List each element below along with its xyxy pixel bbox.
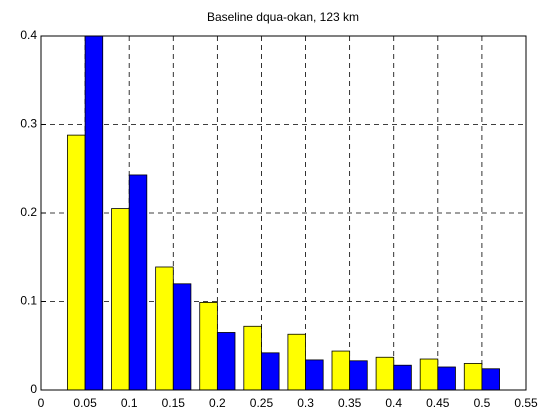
y-tick-label: 0 (30, 382, 37, 396)
bar (216, 332, 236, 391)
bar (84, 35, 104, 391)
x-tick-label: 0.3 (297, 396, 314, 410)
bar (155, 266, 174, 391)
x-tick-label: 0 (38, 396, 45, 410)
bar (287, 333, 306, 391)
x-tick-label: 0.1 (121, 396, 138, 410)
bar (419, 358, 439, 391)
x-tick-label: 0.15 (162, 396, 186, 410)
x-tick-label: 0.55 (514, 396, 538, 410)
x-tick-label: 0.2 (209, 396, 226, 410)
y-tick-label: 0.3 (20, 117, 37, 131)
bar (111, 208, 130, 391)
bar (393, 364, 412, 391)
bar (463, 363, 483, 391)
x-tick-label: 0.4 (385, 396, 402, 410)
x-tick-label: 0.25 (250, 396, 274, 410)
x-tick-label: 0.45 (426, 396, 450, 410)
x-tick-label: 0.5 (474, 396, 491, 410)
bar (331, 350, 351, 391)
bar (172, 283, 192, 391)
bar (481, 368, 500, 391)
bar (261, 352, 280, 391)
bar (305, 359, 324, 391)
x-tick-label: 0.35 (338, 396, 362, 410)
bar (199, 301, 218, 391)
x-tick-label: 0.05 (73, 396, 97, 410)
bar (67, 134, 86, 391)
y-tick-label: 0.1 (20, 294, 37, 308)
chart-title: Baseline dqua-okan, 123 km (207, 10, 359, 24)
y-tick-label: 0.2 (20, 205, 37, 219)
bar (437, 366, 456, 391)
bar (349, 360, 368, 391)
bar (128, 174, 148, 391)
bar (243, 325, 262, 391)
bar (375, 356, 395, 391)
plot-frame (40, 35, 527, 391)
y-tick-label: 0.4 (20, 28, 37, 42)
